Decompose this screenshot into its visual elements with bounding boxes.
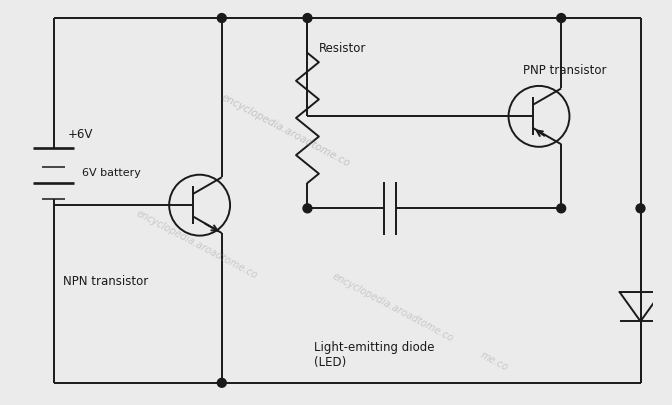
Circle shape — [217, 378, 226, 387]
Circle shape — [303, 15, 312, 23]
Text: encyclopedia.aroadtome.co: encyclopedia.aroadtome.co — [219, 92, 351, 168]
Circle shape — [557, 15, 566, 23]
Text: +6V: +6V — [68, 128, 93, 141]
Circle shape — [557, 205, 566, 213]
Circle shape — [636, 205, 645, 213]
Text: encyclopedia.aroadtome.co: encyclopedia.aroadtome.co — [134, 207, 259, 280]
Text: Light-emitting diode
(LED): Light-emitting diode (LED) — [314, 340, 434, 368]
Text: me.co: me.co — [479, 349, 510, 372]
Circle shape — [303, 205, 312, 213]
Text: PNP transistor: PNP transistor — [523, 64, 607, 77]
Text: NPN transistor: NPN transistor — [63, 275, 149, 288]
Text: 6V battery: 6V battery — [82, 168, 141, 178]
Text: encyclopedia.aroadtome.co: encyclopedia.aroadtome.co — [331, 271, 456, 343]
Circle shape — [217, 15, 226, 23]
Text: Resistor: Resistor — [319, 42, 366, 55]
